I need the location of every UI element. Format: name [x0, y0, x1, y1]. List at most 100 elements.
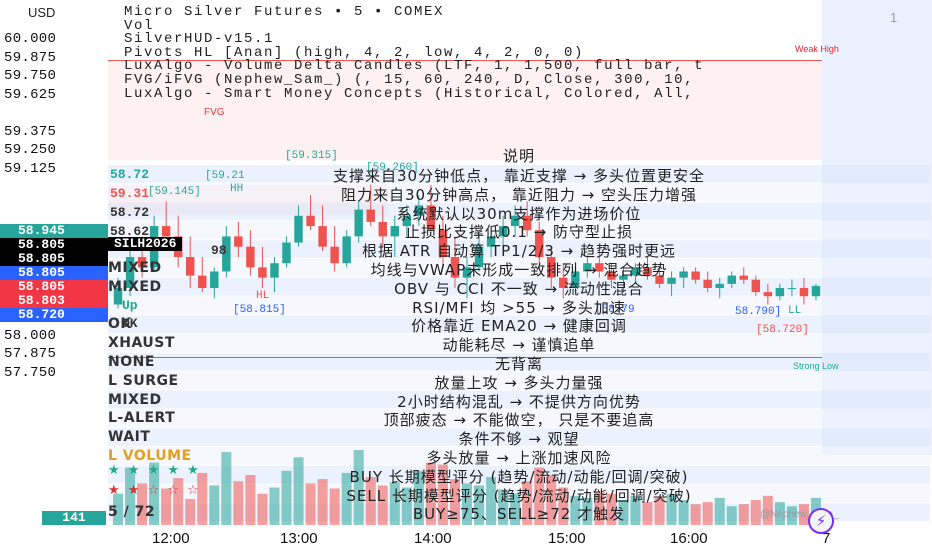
candle-body [763, 292, 773, 297]
price-tick: 59.375 [4, 123, 57, 140]
legend-line[interactable]: LuxAlgo - Smart Money Concepts (Historic… [124, 85, 695, 102]
candle-body [703, 279, 712, 288]
volume-bar [125, 467, 136, 525]
hud-row: 5 / 72 BUY≥75、SELL≥72 才触发 [108, 503, 930, 524]
price-tick: 58.000 [4, 327, 57, 344]
volume-bar [305, 483, 316, 525]
currency-label[interactable]: USD [28, 5, 56, 20]
volume-bar [774, 502, 785, 525]
candle-body [486, 236, 496, 247]
price-tick: 60.000 [4, 31, 57, 47]
candle-body [450, 257, 460, 278]
volume-bar [654, 497, 665, 525]
candle-body [402, 215, 412, 227]
candle-body [691, 271, 700, 280]
volume-bar [353, 450, 364, 525]
volume-bar [461, 483, 473, 525]
volume-bar [389, 482, 400, 525]
legend-line[interactable]: LuxAlgo - Volume Delta Candles (LTF, 1, … [124, 58, 705, 75]
candle-body [294, 215, 303, 243]
count-badge: 141 [42, 511, 106, 525]
symbol-tag: SILH2026 [108, 237, 183, 251]
time-tick: 12:00 [152, 530, 190, 547]
lightning-bolt-icon[interactable]: ⚡ [808, 508, 834, 534]
volume-bar [786, 506, 797, 525]
hud-row-text: 均线与VWAP未形成一致排列 → 混合趋势 [370, 261, 668, 279]
price-tick: 59.750 [4, 68, 57, 85]
hud-row-text: RSI/MFI 均 >55 → 多头加速 [412, 298, 626, 317]
chart-annotation: 58.72 [110, 205, 149, 220]
hud-row-bg [108, 428, 930, 446]
corner-number: 1 [890, 10, 898, 25]
chart-annotation: 58.72 [110, 167, 149, 182]
fvg-label: FVG [204, 107, 225, 118]
volume-bar [534, 467, 545, 525]
hud-row-status: MIXED [108, 260, 162, 276]
hud-row-status: 5 / 72 [108, 504, 156, 521]
hud-row-text: BUY 长期模型评分 (趋势/流动/动能/回调/突破) [349, 467, 689, 486]
hud-row: SELL 长期模型评分 (趋势/流动/动能/回调/突破) [108, 485, 930, 505]
hud-row: 止损比支撑低0.1 → 防守型止损 [108, 221, 930, 241]
candle-body [282, 242, 291, 264]
volume-bar [161, 488, 172, 525]
chart-annotation: LL [788, 305, 801, 317]
volume-bar [510, 493, 521, 525]
chart-annotation: 98 [211, 243, 227, 258]
candle-body [679, 271, 688, 278]
legend-line[interactable]: Micro Silver Futures • 5 • COMEX [124, 4, 445, 20]
hud-row-bg [108, 315, 930, 334]
legend-line[interactable]: FVG/iFVG (Nephew_Sam_) (, 15, 60, 240, D… [124, 71, 695, 88]
hud-row: 阻力来自30分钟高点， 靠近阻力 → 空头压力增强 [108, 184, 930, 204]
legend-line[interactable]: Vol [124, 17, 155, 34]
volume-bar [690, 504, 701, 525]
chart-annotation: [59.315] [285, 150, 338, 162]
volume-bar [281, 470, 292, 525]
chart-annotation: [59.145] [148, 186, 201, 198]
hud-row-text: BUY≥75、SELL≥72 才触发 [412, 505, 626, 524]
volume-bar [437, 464, 448, 525]
hud-row: 系统默认以30m支撑作为进场价位 [108, 203, 930, 223]
volume-bar [666, 493, 677, 525]
time-axis[interactable]: 12:00 13:00 14:00 15:00 16:00 7 [108, 527, 932, 550]
hud-row-bg [108, 277, 930, 296]
price-label: 58.805 [0, 280, 108, 294]
price-label: 58.805 [0, 266, 108, 280]
hud-row-status: MIXED [108, 278, 162, 295]
volume-bar [474, 485, 485, 525]
chart-annotation: HH [230, 183, 243, 195]
price-tick: 59.875 [4, 49, 57, 66]
hud-title: 说明 [502, 147, 535, 165]
candle-body [234, 236, 243, 247]
candle-body [210, 271, 219, 288]
volume-bar [257, 493, 268, 525]
volume-bar [209, 485, 220, 525]
hud-row-text: 阻力来自30分钟高点， 靠近阻力 → 空头压力增强 [341, 185, 697, 204]
candle-body [775, 287, 785, 297]
hud-row-text: 多头放量 → 上涨加速风险 [426, 449, 612, 467]
price-tick: 59.125 [4, 160, 57, 177]
price-label: 58.805 [0, 238, 108, 252]
candle-body [330, 246, 339, 264]
volume-bar [714, 497, 725, 525]
time-tick: 15:00 [548, 530, 586, 547]
hud-row-bg [108, 371, 930, 390]
chart-annotation: [58.815] [233, 304, 286, 316]
legend-line[interactable]: SilverHUD-v15.1 [124, 31, 275, 48]
price-label: 58.803 [0, 294, 108, 308]
price-axis[interactable]: USD 60.000 59.875 59.750 59.625 59.375 59.250… [0, 0, 108, 550]
legend-line[interactable]: Pivots HL [Anan] (high, 4, 2, low, 4, 2,… [124, 44, 585, 61]
chart-annotation: [58.720] [756, 324, 809, 336]
hud-row-status: XHAUST [108, 335, 175, 352]
volume-bar [486, 477, 497, 525]
chart-annotation: OK [122, 316, 138, 331]
hud-row: MIXED 2小时结构混乱 → 不提供方向优势 [108, 391, 930, 411]
candle-body [366, 209, 375, 222]
volume-bar [678, 500, 689, 525]
candle-body [354, 209, 363, 237]
hud-row: 支撑来自30分钟低点， 靠近支撑 → 多头位置更安全 [108, 165, 930, 185]
candle-body [161, 226, 171, 237]
candle-body [306, 215, 315, 227]
hud-row: L SURGE 放量上攻 → 多头力量强 [108, 372, 930, 392]
